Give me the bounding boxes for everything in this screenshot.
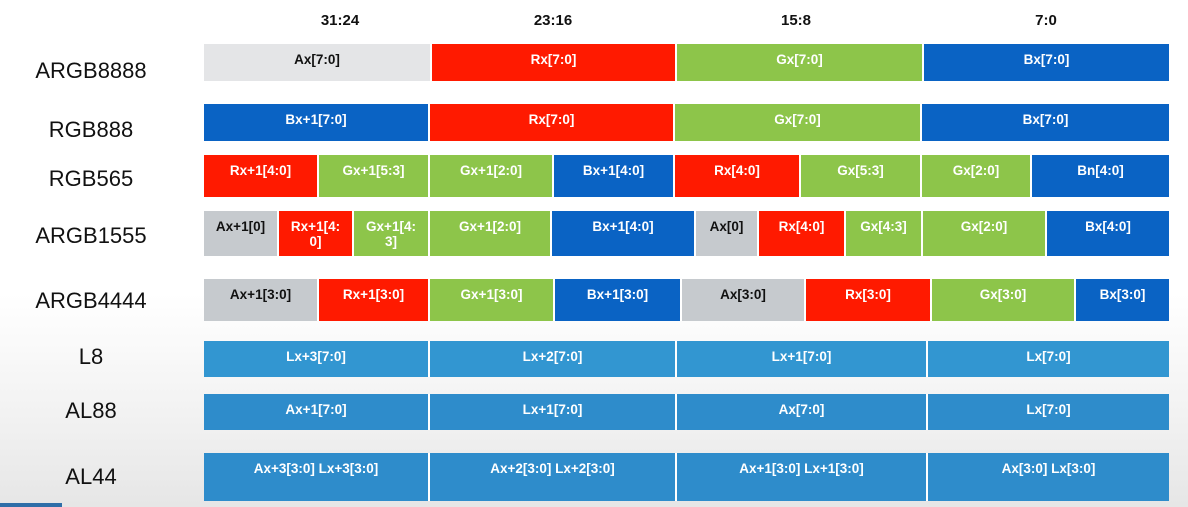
bit-field: Rx+1[3:0] [317, 279, 428, 321]
format-label-al88: AL88 [65, 398, 117, 423]
bit-field: Ax+2[3:0] Lx+2[3:0] [428, 453, 675, 501]
bit-field: Lx[7:0] [926, 341, 1169, 377]
bit-field: Ax+1[3:0] [204, 279, 317, 321]
bit-field: Gx+1[2:0] [428, 211, 550, 256]
bit-field: Bx[7:0] [922, 44, 1169, 81]
bit-field: Bx+1[4:0] [550, 211, 694, 256]
format-label-argb4444: ARGB4444 [35, 288, 147, 313]
bit-field: Rx+1[4:0] [204, 155, 317, 197]
bit-field: Rx[7:0] [430, 44, 675, 81]
format-row-l8: Lx+3[7:0] Lx+2[7:0] Lx+1[7:0] Lx[7:0] [204, 341, 1169, 377]
bit-field: Gx[5:3] [799, 155, 920, 197]
bit-field: Ax[0] [694, 211, 757, 256]
column-header-31-24: 31:24 [320, 12, 360, 29]
bit-field: Ax[3:0] Lx[3:0] [926, 453, 1169, 501]
bit-field: Gx[7:0] [675, 44, 922, 81]
column-header-15-8: 15:8 [780, 12, 812, 29]
bottom-accent-bar [0, 503, 62, 507]
bit-field: Gx[7:0] [673, 104, 920, 141]
bit-field: Bx[3:0] [1074, 279, 1169, 321]
format-label-rgb565: RGB565 [48, 166, 134, 191]
format-row-rgb565: Rx+1[4:0] Gx+1[5:3] Gx+1[2:0] Bx+1[4:0] Rx[4… [204, 155, 1169, 197]
format-label-rgb888: RGB888 [48, 117, 134, 142]
bit-field: Bx+1[4:0] [552, 155, 673, 197]
bit-field: Gx[4:3] [844, 211, 921, 256]
bit-field: Ax[3:0] [680, 279, 804, 321]
bit-field: Ax+1[3:0] Lx+1[3:0] [675, 453, 926, 501]
format-row-argb1555: Ax+1[0] Rx+1[4: 0] Gx+1[4: 3] Gx+1[2:0] Bx+1… [204, 211, 1169, 256]
bit-field: Gx+1[3:0] [428, 279, 553, 321]
bit-field: Gx[2:0] [921, 211, 1045, 256]
format-row-argb4444: Ax+1[3:0] Rx+1[3:0] Gx+1[3:0] Bx+1[3:0] Ax[3… [204, 279, 1169, 321]
bit-field: Ax[7:0] [204, 44, 430, 81]
bit-field: Gx[3:0] [930, 279, 1074, 321]
format-row-al88: Ax+1[7:0] Lx+1[7:0] Ax[7:0] Lx[7:0] [204, 394, 1169, 430]
bit-field: Bn[4:0] [1030, 155, 1169, 197]
column-header-23-16: 23:16 [533, 12, 573, 29]
bit-field: Lx+2[7:0] [428, 341, 675, 377]
bit-field: Gx+1[2:0] [428, 155, 552, 197]
format-row-argb8888: Ax[7:0] Rx[7:0] Gx[7:0] Bx[7:0] [204, 44, 1169, 81]
bit-field: Lx[7:0] [926, 394, 1169, 430]
bit-field: Bx[4:0] [1045, 211, 1169, 256]
bit-field: Lx+1[7:0] [428, 394, 675, 430]
bit-field: Ax[7:0] [675, 394, 926, 430]
bit-field: Rx[4:0] [757, 211, 844, 256]
column-header-7-0: 7:0 [1035, 12, 1057, 29]
bit-field: Lx+3[7:0] [204, 341, 428, 377]
bit-field: Gx[2:0] [920, 155, 1030, 197]
bit-field: Ax+1[0] [204, 211, 277, 256]
format-row-rgb888: Bx+1[7:0] Rx[7:0] Gx[7:0] Bx[7:0] [204, 104, 1169, 141]
format-label-argb8888: ARGB8888 [35, 58, 147, 83]
bit-field: Gx+1[5:3] [317, 155, 428, 197]
format-row-al44: Ax+3[3:0] Lx+3[3:0] Ax+2[3:0] Lx+2[3:0] Ax… [204, 453, 1169, 501]
bit-field: Bx+1[7:0] [204, 104, 428, 141]
bit-field: Gx+1[4: 3] [352, 211, 428, 256]
format-label-al44: AL44 [65, 464, 117, 489]
bit-field: Bx+1[3:0] [553, 279, 680, 321]
bit-field: Rx[4:0] [673, 155, 799, 197]
bit-field: Lx+1[7:0] [675, 341, 926, 377]
bit-field: Ax+1[7:0] [204, 394, 428, 430]
bit-field: Ax+3[3:0] Lx+3[3:0] [204, 453, 428, 501]
bit-field: Rx[7:0] [428, 104, 673, 141]
bit-field: Rx+1[4: 0] [277, 211, 352, 256]
bit-field: Bx[7:0] [920, 104, 1169, 141]
format-label-l8: L8 [78, 344, 104, 369]
format-label-argb1555: ARGB1555 [35, 223, 147, 248]
bit-field: Rx[3:0] [804, 279, 930, 321]
